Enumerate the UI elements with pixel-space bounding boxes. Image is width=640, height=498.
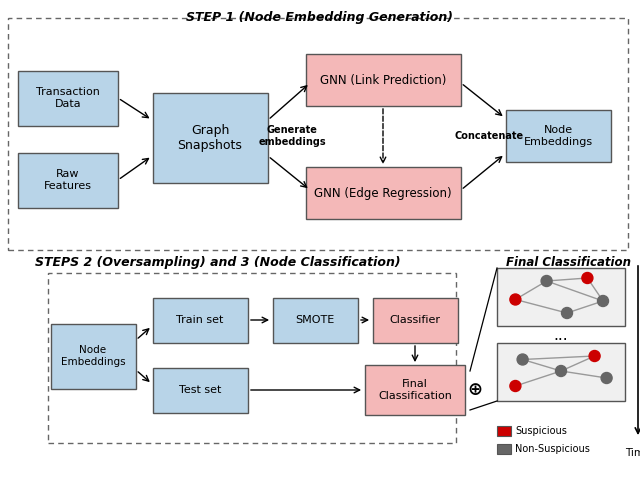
- Bar: [497, 444, 511, 454]
- Text: Generate
embeddings: Generate embeddings: [258, 125, 326, 147]
- FancyBboxPatch shape: [152, 368, 248, 412]
- Circle shape: [561, 307, 573, 319]
- Text: ⊕: ⊕: [467, 381, 483, 399]
- Circle shape: [582, 272, 593, 283]
- Text: GNN (Link Prediction): GNN (Link Prediction): [320, 74, 446, 87]
- Circle shape: [510, 380, 521, 391]
- Text: Transaction
Data: Transaction Data: [36, 87, 100, 109]
- Bar: [8, 18, 628, 250]
- Text: Raw
Features: Raw Features: [44, 169, 92, 191]
- Circle shape: [556, 366, 566, 376]
- Circle shape: [598, 295, 609, 306]
- FancyBboxPatch shape: [18, 152, 118, 208]
- Bar: [497, 426, 511, 436]
- Circle shape: [601, 373, 612, 383]
- Text: Classifier: Classifier: [390, 315, 440, 325]
- Text: Node
Embeddings: Node Embeddings: [524, 125, 593, 147]
- Circle shape: [541, 275, 552, 286]
- FancyBboxPatch shape: [305, 167, 461, 219]
- FancyBboxPatch shape: [506, 110, 611, 162]
- Text: Non-Suspicious: Non-Suspicious: [515, 444, 590, 454]
- Bar: [48, 273, 456, 443]
- Text: Final
Classification: Final Classification: [378, 379, 452, 401]
- FancyBboxPatch shape: [152, 93, 268, 183]
- Bar: [497, 343, 625, 401]
- Text: SMOTE: SMOTE: [296, 315, 335, 325]
- Text: ...: ...: [554, 329, 568, 344]
- Text: STEPS 2 (Oversampling) and 3 (Node Classification): STEPS 2 (Oversampling) and 3 (Node Class…: [35, 256, 401, 269]
- Text: Test set: Test set: [179, 385, 221, 395]
- Text: Train set: Train set: [176, 315, 224, 325]
- FancyBboxPatch shape: [18, 71, 118, 125]
- Text: Graph
Snapshots: Graph Snapshots: [177, 124, 243, 152]
- Circle shape: [589, 351, 600, 362]
- Text: Final Classification: Final Classification: [506, 256, 630, 269]
- Text: Suspicious: Suspicious: [515, 426, 567, 436]
- FancyBboxPatch shape: [152, 297, 248, 343]
- FancyBboxPatch shape: [305, 54, 461, 106]
- FancyBboxPatch shape: [372, 297, 458, 343]
- Circle shape: [510, 294, 521, 305]
- Text: STEP 1 (Node Embedding Generation): STEP 1 (Node Embedding Generation): [186, 11, 454, 24]
- Bar: [497, 268, 625, 326]
- Text: Time: Time: [625, 448, 640, 458]
- Text: GNN (Edge Regression): GNN (Edge Regression): [314, 186, 452, 200]
- FancyBboxPatch shape: [365, 365, 465, 415]
- FancyBboxPatch shape: [273, 297, 358, 343]
- Circle shape: [517, 354, 528, 365]
- Text: Node
Embeddings: Node Embeddings: [61, 345, 125, 367]
- FancyBboxPatch shape: [51, 324, 136, 388]
- Text: Concatenate: Concatenate: [454, 131, 524, 141]
